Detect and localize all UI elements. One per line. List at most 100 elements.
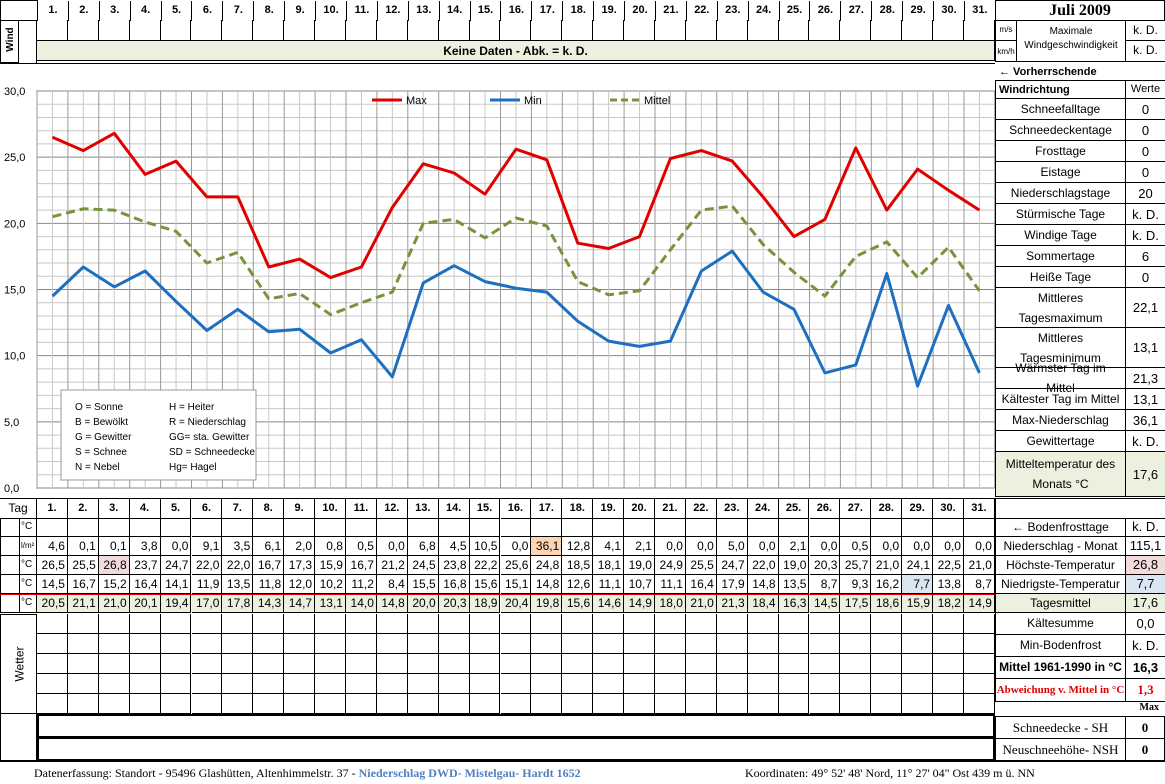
day-header-cell: 26. [811,0,842,21]
summary-label: Mittel 1961-1990 in °C [995,657,1126,679]
wetter-cell [129,634,161,654]
wetter-cell [871,614,903,634]
wetter-cell [346,694,377,714]
cell-tmean: 21,1 [67,594,99,613]
stat-label: Gewittertage [995,431,1126,452]
wind-day-cell [747,20,779,41]
wetter-cell [253,614,285,634]
cell-tmean: 18,6 [871,594,903,613]
cell-tmax: 24,8 [531,556,563,575]
wetter-cell [593,634,625,654]
wind-day-cell [98,20,130,41]
legend-label: Max [406,95,427,107]
wetter-cell [37,694,68,714]
stat-label: Schneefalltage [995,99,1126,120]
wetter-cell [933,674,964,694]
cell-tmin: 11,1 [593,575,625,594]
cell-precip: 0,0 [655,537,686,556]
summary-label: Abweichung v. Mittel in °C [995,679,1126,702]
stat-label: Max-Niederschlag [995,410,1126,431]
wind-day-cell [871,20,903,41]
wetter-cell [685,614,717,634]
wetter-cell [160,654,192,674]
day-header-cell: 11. [347,0,378,21]
wetter-cell [346,614,377,634]
lower-day-cell: 23. [716,499,748,519]
lower-day-cell: 31. [964,499,995,519]
wetter-cell [191,674,223,694]
cell-tmax: 24,7 [160,556,192,575]
day-header-cell: 1. [38,0,69,21]
cell-tmean: 18,0 [655,594,686,613]
summary-label: Min-Bodenfrost [995,635,1126,657]
wetter-cell [809,654,841,674]
wind-day-cell [129,20,161,41]
cell-tmax: 25,6 [500,556,532,575]
wetter-cell [191,614,223,634]
cell-tmax: 22,5 [933,556,964,575]
cell-precip: 0,1 [98,537,130,556]
day-header-cells: 1. 2. 3. 4. 5. 6. 7. 8. 9. 10. 11. 12. 13. 14. 15. 16. 1… [38,0,996,21]
cell-empty [98,518,130,537]
cell-tmin: 16,7 [67,575,99,594]
stat-label: Mittleres Tagesmaximum [995,288,1126,328]
wetter-cell [778,614,810,634]
wetter-cell [964,674,995,694]
day-header-cell: 16. [502,0,533,21]
cell-precip: 0,0 [500,537,532,556]
wetter-cell [346,674,377,694]
cell-tmax: 24,5 [407,556,439,575]
row-side [0,537,19,556]
cell-tmin: 8,7 [964,575,995,594]
lower-day-cell: 19. [593,499,625,519]
cell-tmean: 14,9 [964,594,995,613]
day-header-table: 1. 2. 3. 4. 5. 6. 7. 8. 9. 10. 11. 12. 13. 14. 15. 16. 1… [0,0,1165,21]
cell-tmax: 17,3 [284,556,316,575]
wetter-cell [376,634,408,654]
wetter-cell [129,674,161,694]
wetter-cell [98,674,130,694]
wetter-cell [253,654,285,674]
lower-day-cell: 28. [871,499,903,519]
wetter-cell [902,654,934,674]
stat-value: 17,6 [1126,452,1165,497]
werte-label: Werte [1126,81,1165,99]
wind-day-cell [655,20,686,41]
lower-day-cell: 12. [376,499,408,519]
wind-row-top [37,20,995,41]
y-tick-label: 0,0 [4,483,19,495]
day-header-cell: 9. [285,0,317,21]
wind-day-cell [346,20,377,41]
cell-tmean: 17,8 [222,594,254,613]
wetter-cell [840,694,872,714]
stat-value: 21,3 [1126,368,1165,389]
wetter-cell [129,654,161,674]
stat-label: Windige Tage [995,225,1126,246]
wetter-cell [840,654,872,674]
lower-day-header: Tag 1. 2. 3. 4. 5. 6. 7. 8. 9. 10. 11. 12. 13. 14. 15.… [0,498,1165,519]
stat-label: Mitteltemperatur des Monats °C [995,452,1126,497]
day-header-cell: 4. [131,0,162,21]
cell-tmin: 14,5 [37,575,68,594]
lower-day-cell: 20. [624,499,655,519]
legend-code: N = Nebel [75,462,120,473]
day-header-cell: 6. [193,0,224,21]
cell-tmean: 20,3 [438,594,470,613]
cell-tmax: 22,2 [469,556,501,575]
legend-label: Min [524,95,542,107]
cell-tmin: 16,4 [129,575,161,594]
wind-day-cell [438,20,470,41]
legend-code: G = Gewitter [75,432,132,443]
day-header-cell: 21. [656,0,687,21]
summary-label: Niederschlag - Monat [995,537,1126,556]
wind-day-cell [531,20,563,41]
max-wind-ms: k. D. [1126,20,1165,41]
wind-day-cell [964,20,995,41]
wetter-cell [840,634,872,654]
wetter-cell [747,654,779,674]
wetter-cell [160,694,192,714]
wetter-cell [933,634,964,654]
cell-empty [655,518,686,537]
summary-value: 26,8 [1126,556,1165,575]
legend-code: B = Bewölkt [75,417,128,428]
